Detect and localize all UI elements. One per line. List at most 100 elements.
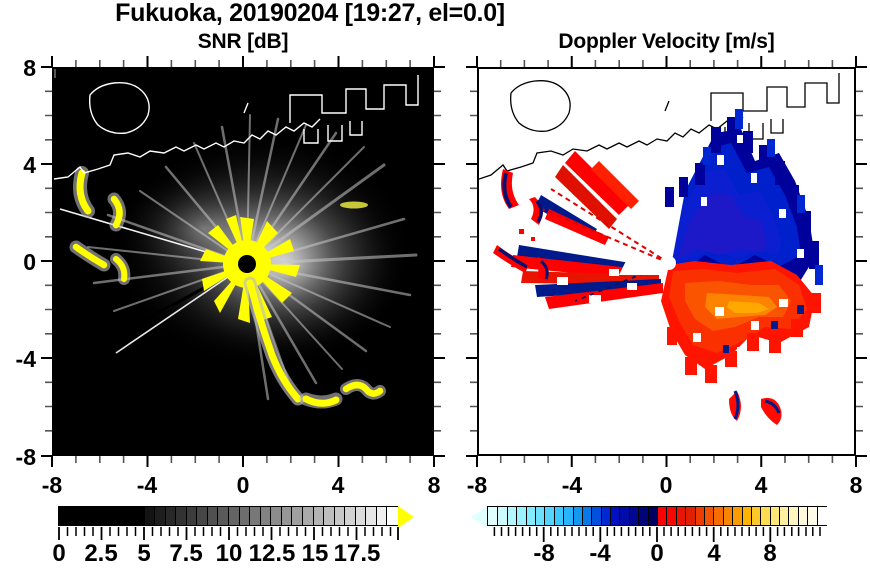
plot-snr[interactable] — [52, 67, 434, 456]
colorbar-segment — [797, 507, 809, 525]
colorbar-segment — [732, 507, 743, 525]
doppler-colorbar-underflow-arrow — [471, 506, 487, 528]
doppler-colorbar-overflow-arrow — [827, 506, 843, 528]
snr-cb-label-15: 15 — [301, 540, 329, 567]
colorbar-segment — [386, 507, 398, 525]
colorbar-segment — [323, 507, 335, 525]
colorbar-segment — [80, 507, 92, 525]
colorbar-segment — [610, 507, 621, 525]
ytick-label-0: 0 — [23, 249, 36, 275]
coastline-snr — [54, 75, 419, 180]
snr-colorbar-strip[interactable] — [58, 506, 398, 526]
colorbar-segment — [647, 507, 658, 525]
colorbar-segment — [525, 507, 536, 525]
snr-cb-label-12_5: 12.5 — [248, 540, 296, 567]
colorbar-segment — [788, 507, 799, 525]
colorbar-segment — [675, 507, 687, 525]
colorbar-segment — [488, 507, 498, 525]
colorbar-segment — [175, 507, 187, 525]
colorbar-segment — [217, 507, 229, 525]
doppler-data-layer — [479, 69, 854, 454]
ytick-label-neg8: -8 — [15, 444, 36, 470]
colorbar-segment — [816, 507, 827, 525]
colorbar-segment — [375, 507, 388, 525]
doppler-blue-lobe — [665, 109, 823, 285]
snr-xtick-8: 8 — [427, 472, 441, 498]
colorbar-segment — [497, 507, 508, 525]
colorbar-segment — [722, 507, 734, 525]
colorbar-segment — [741, 507, 752, 525]
ytick-label-neg4: -4 — [15, 346, 36, 372]
colorbar-segment — [600, 507, 612, 525]
snr-xtick-0: 0 — [236, 472, 250, 498]
doppler-colorbar[interactable]: -8 -4 0 4 8 — [470, 506, 860, 567]
colorbar-segment — [563, 507, 574, 525]
colorbar-segment — [553, 507, 565, 525]
colorbar-segment — [638, 507, 649, 525]
panel-title-doppler: Doppler Velocity [m/s] — [558, 30, 775, 53]
colorbar-segment — [534, 507, 546, 525]
colorbar-segment — [291, 507, 303, 525]
colorbar-segment — [333, 507, 346, 525]
colorbar-segment — [365, 507, 377, 525]
colorbar-segment — [760, 507, 771, 525]
doppler-cb-label-8: 8 — [763, 540, 777, 567]
panel-title-snr: SNR [dB] — [197, 30, 289, 53]
plot-doppler[interactable] — [477, 67, 856, 456]
snr-cb-label-10: 10 — [215, 540, 243, 567]
colorbar-segment — [769, 507, 781, 525]
colorbar-segment — [619, 507, 630, 525]
colorbar-segment — [196, 507, 208, 525]
snr-cb-label-17_5: 17.5 — [333, 540, 381, 567]
colorbar-segment — [779, 507, 790, 525]
colorbar-segment — [111, 507, 124, 525]
colorbar-segment — [101, 507, 113, 525]
snr-colorbar[interactable]: 0 2.5 5 7.5 10 12.5 15 17.5 — [52, 506, 414, 567]
colorbar-segment — [280, 507, 293, 525]
colorbar-segment — [185, 507, 198, 525]
colorbar-segment — [154, 507, 166, 525]
ytick-label-8: 8 — [23, 55, 36, 81]
doppler-xtick-4: 4 — [754, 472, 768, 498]
doppler-cb-label-neg8: -8 — [533, 540, 555, 567]
colorbar-segment — [703, 507, 715, 525]
snr-data-layer — [54, 69, 432, 454]
colorbar-segment — [59, 507, 70, 525]
colorbar-segment — [572, 507, 583, 525]
colorbar-segment — [628, 507, 640, 525]
ytick-label-4: 4 — [23, 152, 36, 178]
colorbar-segment — [657, 507, 668, 525]
snr-cb-label-5: 5 — [137, 540, 151, 567]
colorbar-segment — [90, 507, 103, 525]
doppler-canvas — [479, 69, 854, 454]
colorbar-segment — [591, 507, 602, 525]
doppler-red-lobe — [661, 261, 821, 425]
snr-xtick-neg8: -8 — [41, 472, 63, 498]
colorbar-segment — [301, 507, 314, 525]
colorbar-segment — [354, 507, 367, 525]
snr-cb-label-0: 0 — [52, 540, 66, 567]
doppler-xtick-neg8: -8 — [466, 472, 488, 498]
colorbar-segment — [143, 507, 156, 525]
colorbar-segment — [122, 507, 134, 525]
colorbar-segment — [807, 507, 818, 525]
colorbar-segment — [713, 507, 724, 525]
colorbar-segment — [666, 507, 677, 525]
colorbar-segment — [516, 507, 527, 525]
colorbar-segment — [228, 507, 240, 525]
snr-colorbar-overflow-arrow — [398, 506, 414, 528]
colorbar-segment — [685, 507, 696, 525]
colorbar-segment — [238, 507, 251, 525]
snr-xtick-4: 4 — [331, 472, 345, 498]
colorbar-segment — [312, 507, 325, 525]
doppler-cb-label-4: 4 — [707, 540, 721, 567]
doppler-xtick-neg4: -4 — [561, 472, 583, 498]
colorbar-segment — [344, 507, 356, 525]
doppler-colorbar-strip[interactable] — [487, 506, 827, 526]
page-title: Fukuoka, 20190204 [19:27, el=0.0] — [115, 0, 505, 27]
island-echoes-doppler — [493, 169, 549, 281]
snr-cb-label-7_5: 7.5 — [169, 540, 203, 567]
colorbar-segment — [581, 507, 593, 525]
doppler-cb-label-0: 0 — [650, 540, 664, 567]
snr-cb-label-2_5: 2.5 — [84, 540, 118, 567]
